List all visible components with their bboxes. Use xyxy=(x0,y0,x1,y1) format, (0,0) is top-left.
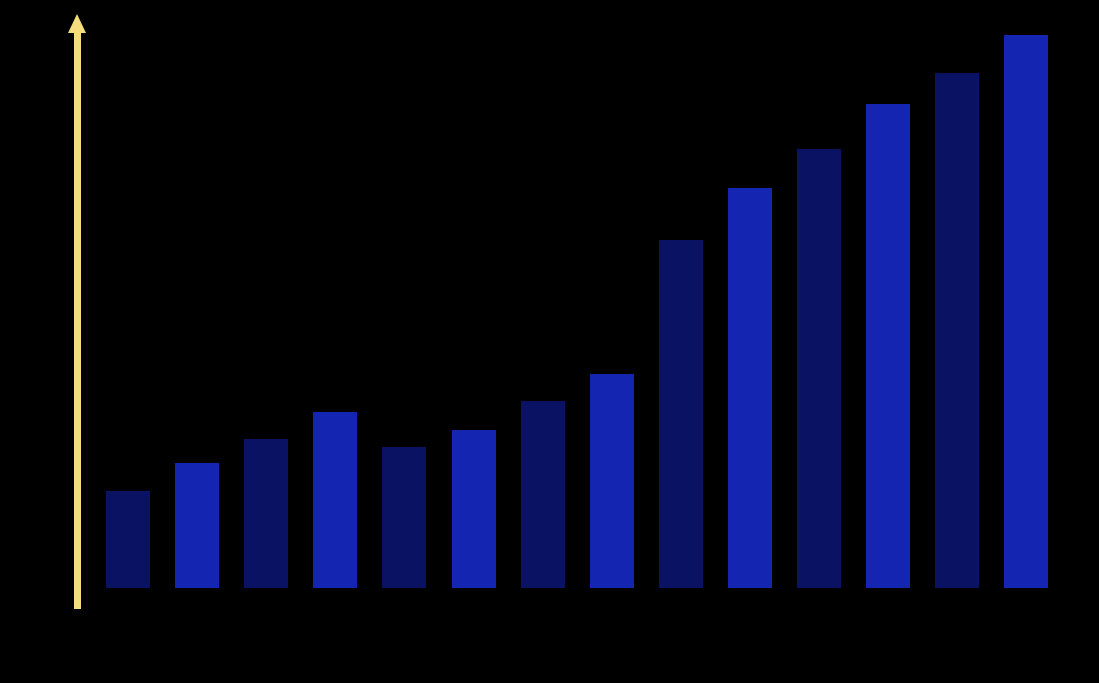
bar-12 xyxy=(866,104,910,588)
bar-3 xyxy=(244,439,288,588)
bar-14 xyxy=(1004,35,1048,588)
bar-9 xyxy=(659,240,703,588)
bar-4 xyxy=(313,412,357,588)
bar-6 xyxy=(452,430,496,588)
bar-13 xyxy=(935,73,979,588)
bar-5 xyxy=(382,447,426,588)
bar-11 xyxy=(797,149,841,588)
bar-1 xyxy=(106,491,150,588)
bar-7 xyxy=(521,401,565,588)
bar-8 xyxy=(590,374,634,588)
bar-2 xyxy=(175,463,219,588)
bar-10 xyxy=(728,188,772,588)
